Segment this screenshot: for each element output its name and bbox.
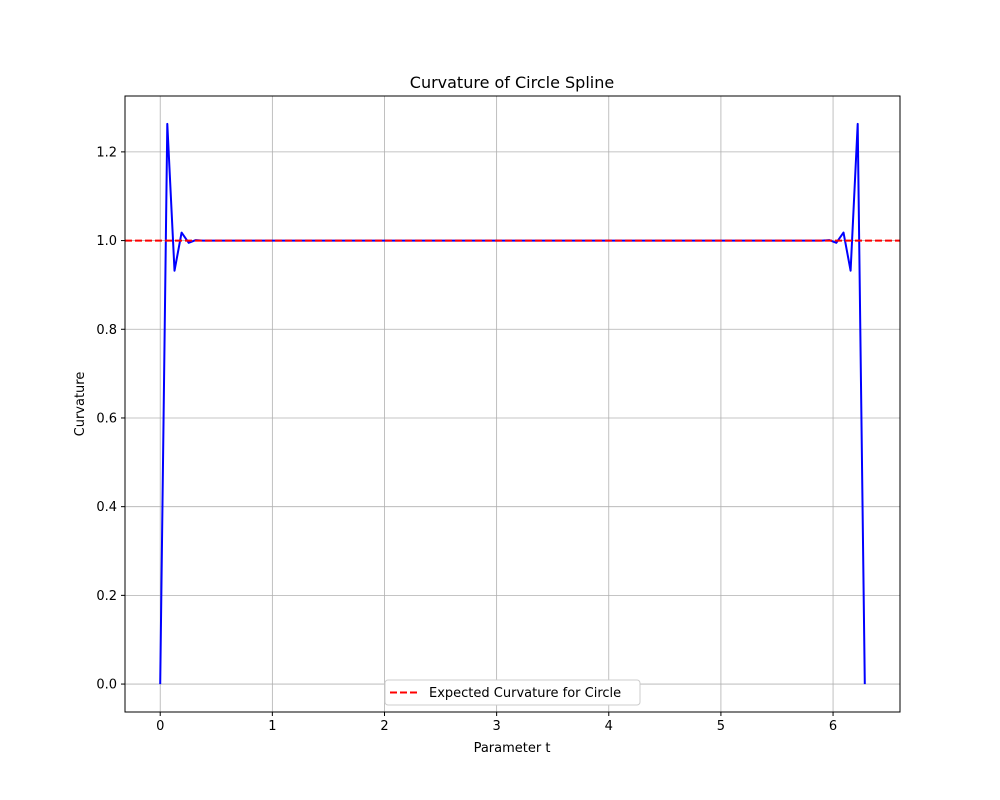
plot-area [124,95,901,713]
y-tick-label: 1.0 [96,234,117,249]
y-tick-label: 0.2 [96,589,117,604]
x-tick-label: 3 [492,719,500,734]
x-axis-label: Parameter t [474,741,551,756]
y-axis-ticks: 0.0 0.2 0.4 0.6 0.8 1.0 1.2 [96,145,125,693]
grid [125,96,900,712]
axes-frame [124,95,901,713]
chart-title: Curvature of Circle Spline [410,73,614,92]
x-tick-label: 2 [380,719,388,734]
series-layer [125,122,900,685]
x-tick-label: 0 [156,719,164,734]
x-tick-label: 5 [717,719,725,734]
x-tick-label: 1 [268,719,276,734]
y-tick-label: 0.6 [96,411,117,426]
legend: Expected Curvature for Circle [384,679,641,706]
legend-box [384,679,641,706]
y-axis-label: Curvature [73,372,88,437]
x-axis-ticks: 0 1 2 3 4 5 6 [156,712,837,734]
y-tick-label: 0.8 [96,323,117,338]
y-tick-label: 0.0 [96,678,117,693]
axes-background [125,96,900,712]
x-tick-label: 6 [829,719,837,734]
x-tick-label: 4 [605,719,613,734]
y-tick-label: 1.2 [96,145,117,160]
legend-label-expected: Expected Curvature for Circle [429,686,621,701]
y-tick-label: 0.4 [96,500,117,515]
